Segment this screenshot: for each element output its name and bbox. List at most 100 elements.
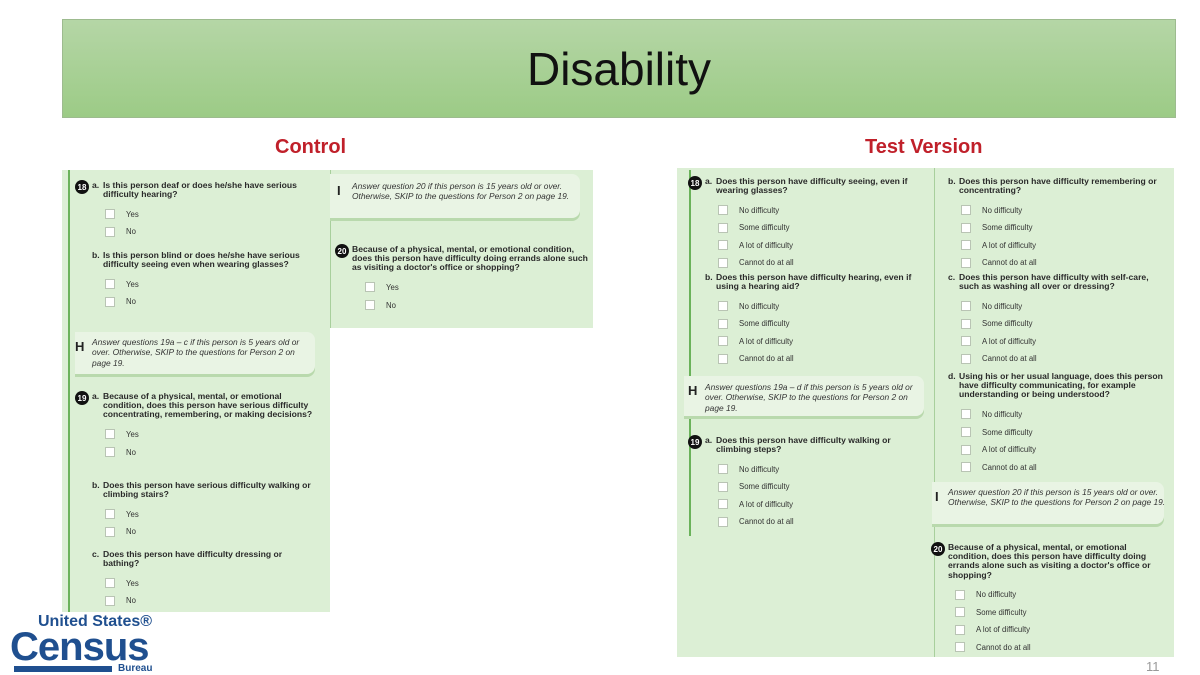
checkbox[interactable] <box>961 409 971 420</box>
checkbox[interactable] <box>105 447 115 457</box>
answer-option[interactable]: No difficulty <box>718 297 927 315</box>
answer-options: Yes No <box>105 505 312 540</box>
checkbox[interactable] <box>718 301 728 312</box>
answer-option[interactable]: A lot of difficulty <box>961 441 1172 459</box>
answer-option[interactable]: Cannot do at all <box>961 350 1170 368</box>
answer-option[interactable]: No difficulty <box>718 201 927 219</box>
checkbox[interactable] <box>961 205 971 216</box>
instruction-box <box>75 332 315 374</box>
checkbox[interactable] <box>718 336 728 347</box>
option-label: Cannot do at all <box>982 354 1037 364</box>
answer-option[interactable]: A lot of difficulty <box>955 621 1170 639</box>
checkbox[interactable] <box>961 336 971 347</box>
answer-option[interactable]: A lot of difficulty <box>961 237 1170 255</box>
checkbox[interactable] <box>105 595 115 606</box>
answer-options: No difficulty Some difficulty A lot of dif… <box>718 297 927 367</box>
answer-option[interactable]: No difficulty <box>955 586 1170 604</box>
answer-option[interactable]: No difficulty <box>961 201 1170 219</box>
checkbox[interactable] <box>718 481 728 492</box>
checkbox[interactable] <box>105 209 115 220</box>
answer-option[interactable]: Cannot do at all <box>961 254 1170 272</box>
answer-option[interactable]: No difficulty <box>961 406 1172 424</box>
checkbox[interactable] <box>961 444 971 455</box>
control-column-divider <box>330 170 331 328</box>
instruction-box <box>684 376 924 416</box>
answer-option[interactable]: A lot of difficulty <box>718 496 920 514</box>
instruction-text: Answer questions 19a – c if this person … <box>92 337 300 368</box>
answer-option[interactable]: Some difficulty <box>961 219 1170 237</box>
answer-option[interactable]: No <box>105 293 320 311</box>
answer-option[interactable]: Yes <box>105 505 312 523</box>
answer-option[interactable]: No <box>365 296 588 314</box>
checkbox[interactable] <box>718 318 728 329</box>
checkbox[interactable] <box>718 205 728 216</box>
checkbox[interactable] <box>105 226 115 237</box>
answer-option[interactable]: A lot of difficulty <box>718 333 927 351</box>
answer-option[interactable]: Some difficulty <box>718 478 920 496</box>
checkbox[interactable] <box>961 257 971 268</box>
checkbox[interactable] <box>961 222 971 233</box>
checkbox[interactable] <box>718 464 728 475</box>
answer-option[interactable]: Cannot do at all <box>718 254 927 272</box>
option-label: A lot of difficulty <box>982 240 1037 250</box>
answer-option[interactable]: Yes <box>105 275 320 293</box>
answer-option[interactable]: Yes <box>105 426 320 444</box>
instruction-i: I Answer question 20 if this person is 15… <box>337 181 572 202</box>
checkbox[interactable] <box>365 282 375 293</box>
checkbox[interactable] <box>955 589 965 600</box>
checkbox[interactable] <box>961 462 971 473</box>
answer-option[interactable]: No difficulty <box>718 460 920 478</box>
answer-option[interactable]: A lot of difficulty <box>718 237 927 255</box>
checkbox[interactable] <box>365 300 375 310</box>
answer-option[interactable]: Some difficulty <box>955 603 1170 621</box>
checkbox[interactable] <box>718 499 728 510</box>
answer-option[interactable]: No <box>105 443 320 461</box>
checkbox[interactable] <box>718 257 728 268</box>
checkbox[interactable] <box>718 240 728 251</box>
question-c: c. Does this person have difficulty dress… <box>92 549 317 610</box>
checkbox[interactable] <box>961 353 971 364</box>
option-label: A lot of difficulty <box>976 625 1031 635</box>
checkbox[interactable] <box>105 526 115 537</box>
option-label: A lot of difficulty <box>739 240 794 250</box>
answer-option[interactable]: Cannot do at all <box>961 458 1172 476</box>
answer-option[interactable]: No <box>105 523 312 541</box>
answer-option[interactable]: Yes <box>105 205 312 223</box>
answer-option[interactable]: Cannot do at all <box>955 639 1170 657</box>
checkbox[interactable] <box>105 509 115 520</box>
checkbox[interactable] <box>961 427 971 437</box>
checkbox[interactable] <box>961 240 971 251</box>
question-text: d. Using his or her usual language, does … <box>948 371 1172 400</box>
checkbox[interactable] <box>105 429 115 440</box>
answer-option[interactable]: No <box>105 223 312 241</box>
answer-option[interactable]: Some difficulty <box>961 423 1172 441</box>
logo-bar <box>14 666 112 672</box>
option-label: Cannot do at all <box>982 258 1037 268</box>
answer-option[interactable]: Some difficulty <box>718 315 927 333</box>
answer-option[interactable]: No difficulty <box>961 297 1170 315</box>
option-label: No <box>126 297 136 307</box>
checkbox[interactable] <box>718 516 728 527</box>
answer-option[interactable]: Cannot do at all <box>718 513 920 531</box>
checkbox[interactable] <box>718 222 728 233</box>
answer-option[interactable]: No <box>105 592 317 610</box>
checkbox[interactable] <box>105 296 115 307</box>
checkbox[interactable] <box>955 642 965 653</box>
checkbox[interactable] <box>961 318 971 329</box>
answer-option[interactable]: Some difficulty <box>718 219 927 237</box>
checkbox[interactable] <box>955 607 965 618</box>
option-label: No <box>126 447 136 457</box>
question-label: Because of a physical, mental, or emotio… <box>352 244 588 273</box>
answer-option[interactable]: A lot of difficulty <box>961 333 1170 351</box>
question-c: c. Does this person have difficulty with … <box>948 272 1170 368</box>
checkbox[interactable] <box>718 353 728 364</box>
checkbox[interactable] <box>105 279 115 290</box>
answer-option[interactable]: Some difficulty <box>961 315 1170 333</box>
answer-option[interactable]: Cannot do at all <box>718 350 927 368</box>
checkbox[interactable] <box>961 301 971 312</box>
answer-option[interactable]: Yes <box>105 574 317 592</box>
question-19a: 19 a. Because of a physical, mental, or em… <box>75 391 320 461</box>
checkbox[interactable] <box>105 578 115 589</box>
answer-option[interactable]: Yes <box>365 279 588 297</box>
checkbox[interactable] <box>955 624 965 635</box>
